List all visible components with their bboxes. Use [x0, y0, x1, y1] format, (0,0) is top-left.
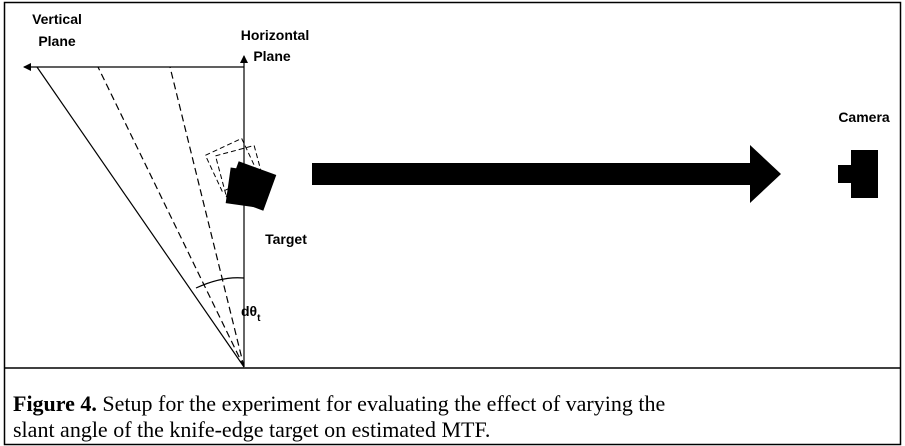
- angle-symbol: dθ: [241, 303, 257, 319]
- vertical-plane-label: Vertical: [32, 11, 82, 27]
- vertical-plane-label: Plane: [38, 33, 76, 49]
- plane-lines: [23, 55, 248, 368]
- slant-line-dashed: [169, 66, 245, 368]
- caption-line: slant angle of the knife-edge target on …: [13, 417, 490, 442]
- target-block: [225, 167, 269, 209]
- target-label: Target: [265, 231, 307, 247]
- horizontal-plane-label: Horizontal: [241, 27, 309, 43]
- figure-border: [3, 1, 902, 446]
- camera-body: [851, 150, 878, 198]
- slant-line: [36, 66, 245, 368]
- camera-lens: [838, 165, 852, 183]
- angle-arc: [195, 277, 245, 289]
- angle-subscript: t: [257, 313, 261, 324]
- slant-line-dashed: [97, 66, 245, 368]
- horizontal-plane-label: Plane: [253, 48, 291, 64]
- direction-arrow: [312, 145, 781, 203]
- target: [204, 137, 277, 211]
- caption-text: Setup for the experiment for evaluating …: [97, 391, 665, 416]
- caption-label: Figure 4.: [13, 391, 97, 416]
- angle-label: dθt: [241, 303, 261, 324]
- camera-label: Camera: [838, 109, 890, 125]
- caption-line: Figure 4. Setup for the experiment for e…: [13, 391, 665, 416]
- camera-icon: [838, 150, 878, 198]
